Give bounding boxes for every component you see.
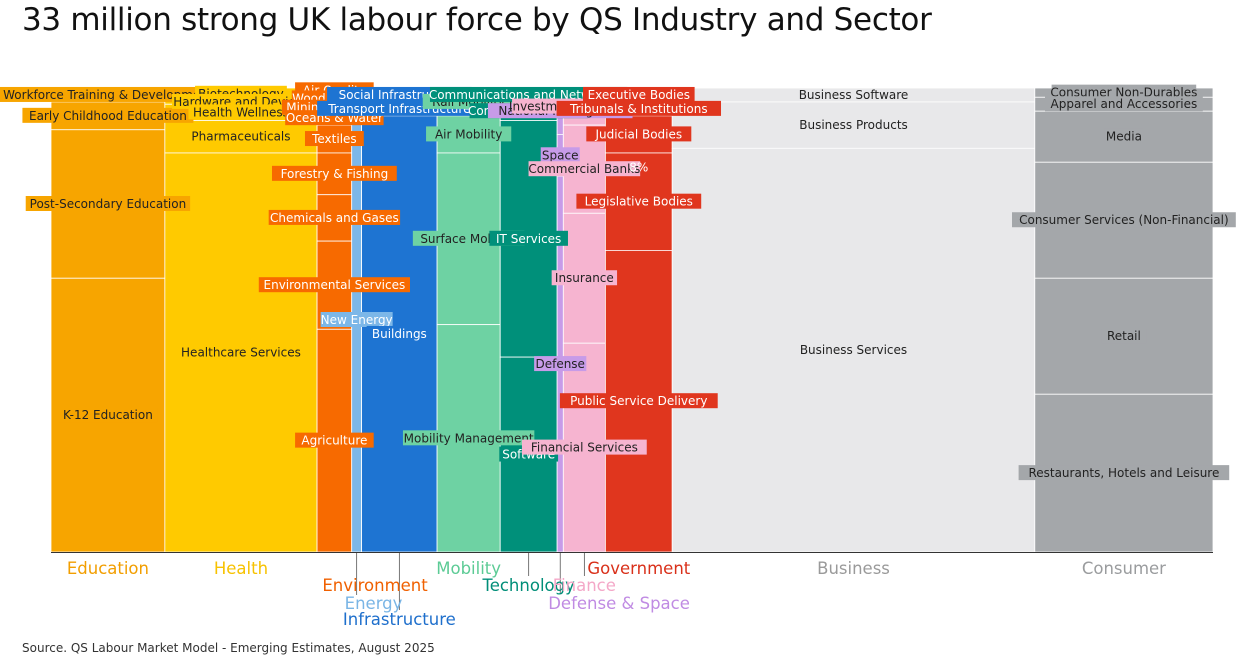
sector-labels-layer: Education Health EnvironmentEnergyInfrastr… [67,559,1166,629]
segment-label-bg-retail [1101,328,1147,344]
sector-label-finance: Finance [553,576,616,595]
segment-label-insurance: Insurance [555,271,614,285]
segment-labels-layer: Workforce Training & Development Early Ch… [0,82,1236,481]
segment-business-business-products [671,101,1036,149]
segment-label-bg-forestry-fishing [271,165,397,181]
segment-label-k-12-education: K-12 Education [63,408,153,422]
segment-label-bg-restaurants-hotels-and-leisure [1018,465,1230,481]
segment-label-bg-judicial-bodies [586,126,692,142]
columns-layer [50,87,1214,553]
segment-label-bg-post-secondary-education [25,196,191,211]
segment-label-financial-services: Financial Services [531,441,638,455]
segment-label-tribunals-institutions: Tribunals & Institutions [569,102,708,116]
sector-label-government: Government [587,559,690,578]
segment-label-judicial-bodies: Judicial Bodies [594,127,682,141]
segment-label-business-services: Business Services [800,343,907,357]
segment-label-bg-new-energy [320,312,393,327]
segment-label-bg-it-services [489,230,568,246]
segment-label-buildings: Buildings [372,327,427,341]
axis-layer [51,552,1213,610]
sector-label-energy: Energy [345,594,403,613]
segment-label-it-services: IT Services [496,232,561,246]
segment-label-bg-insurance [551,270,618,286]
sector-label-infrastructure: Infrastructure [343,610,456,629]
segment-label-legislative-bodies: Legislative Bodies [585,195,693,209]
segment-label-bg-workforce-training-development [0,86,217,102]
segment-label-new-energy: New Energy [321,313,393,327]
sector-label-mobility: Mobility [436,559,501,578]
segment-label-post-secondary-education: Post-Secondary Education [30,197,187,211]
sector-label-technology: Technology [481,576,575,595]
segment-label-chemicals-and-gases: Chemicals and Gases [270,211,399,225]
segment-label-bg-consumer-services-non-financial [1012,212,1236,228]
sector-label-business: Business [817,559,890,578]
segment-label-apparel-and-accessories: Apparel and Accessories [1051,97,1198,111]
segment-label-early-childhood-education: Early Childhood Education [29,109,187,123]
annotation-government: 8% [629,161,648,175]
segment-label-bg-financial-services [521,439,647,455]
segment-label-bg-agriculture [295,432,374,448]
segment-label-communications-and-networking: Communications and Networking [429,88,629,102]
segment-label-bg-health-wellness [188,104,294,120]
segment-label-public-service-delivery: Public Service Delivery [570,394,707,408]
segment-label-defense: Defense [535,357,584,371]
segment-label-executive-bodies: Executive Bodies [588,88,690,102]
segment-label-pharmaceuticals: Pharmaceuticals [191,130,290,144]
segment-label-space: Space [542,148,579,162]
segment-label-bg-apparel-and-accessories [1045,96,1203,112]
segment-label-bg-media [1104,128,1144,144]
segment-label-retail: Retail [1107,329,1141,343]
segment-label-forestry-fishing: Forestry & Fishing [281,167,389,181]
sector-label-health: Health [214,559,268,578]
segment-label-healthcare-services: Healthcare Services [181,345,301,359]
segment-label-bg-consumer-non-durables [1051,84,1197,100]
segment-label-textiles: Textiles [311,132,357,146]
segment-label-bg-executive-bodies [583,86,695,102]
segment-label-health-wellness: Health Wellness [193,105,289,119]
sector-label-consumer: Consumer [1082,559,1166,578]
segment-label-media: Media [1106,130,1142,144]
source-note: Source. QS Labour Market Model - Emergin… [22,641,435,655]
segment-label-bg-legislative-bodies [576,193,702,209]
segment-label-bg-defense [534,356,587,372]
segment-business-business-services [671,147,1036,553]
segment-label-bg-buildings [366,325,433,341]
segment-label-bg-textiles [304,131,364,147]
sector-label-defense-space: Defense & Space [548,594,690,613]
segment-label-bg-chemicals-and-gases [268,209,401,225]
segment-label-restaurants-hotels-and-leisure: Restaurants, Hotels and Leisure [1028,466,1219,480]
segment-label-workforce-training-development: Workforce Training & Development [3,88,213,102]
segment-label-bg-healthcare-services [175,344,307,360]
segment-label-commercial-banks: Commercial Banks [528,162,640,176]
segment-label-consumer-non-durables: Consumer Non-Durables [1050,86,1197,100]
segment-label-bg-mobility-management [402,430,535,446]
segment-label-business-software: Business Software [799,88,909,102]
sector-label-environment: Environment [322,576,428,595]
segment-label-bg-space [540,147,580,163]
page-title: 33 million strong UK labour force by QS … [22,2,932,38]
segment-label-bg-k-12-education [58,407,158,423]
segment-label-business-products: Business Products [799,118,908,132]
segment-label-environmental-services: Environmental Services [264,278,406,292]
segment-label-bg-public-service-delivery [559,393,718,409]
segment-label-bg-pharmaceuticals [188,128,294,144]
segment-label-consumer-services-non-financial: Consumer Services (Non-Financial) [1019,213,1229,227]
segment-label-agriculture: Agriculture [301,434,367,448]
segment-label-bg-air-mobility [426,126,512,142]
segment-label-bg-commercial-banks [528,161,641,177]
segment-label-bg-environmental-services [258,277,410,293]
segment-label-mobility-management: Mobility Management [404,431,534,445]
sector-label-education: Education [67,559,149,578]
segment-label-air-mobility: Air Mobility [435,127,502,141]
segment-label-bg-communications-and-networking [429,86,628,102]
segment-label-bg-tribunals-institutions [556,100,722,116]
segment-label-bg-early-childhood-education [22,107,194,123]
